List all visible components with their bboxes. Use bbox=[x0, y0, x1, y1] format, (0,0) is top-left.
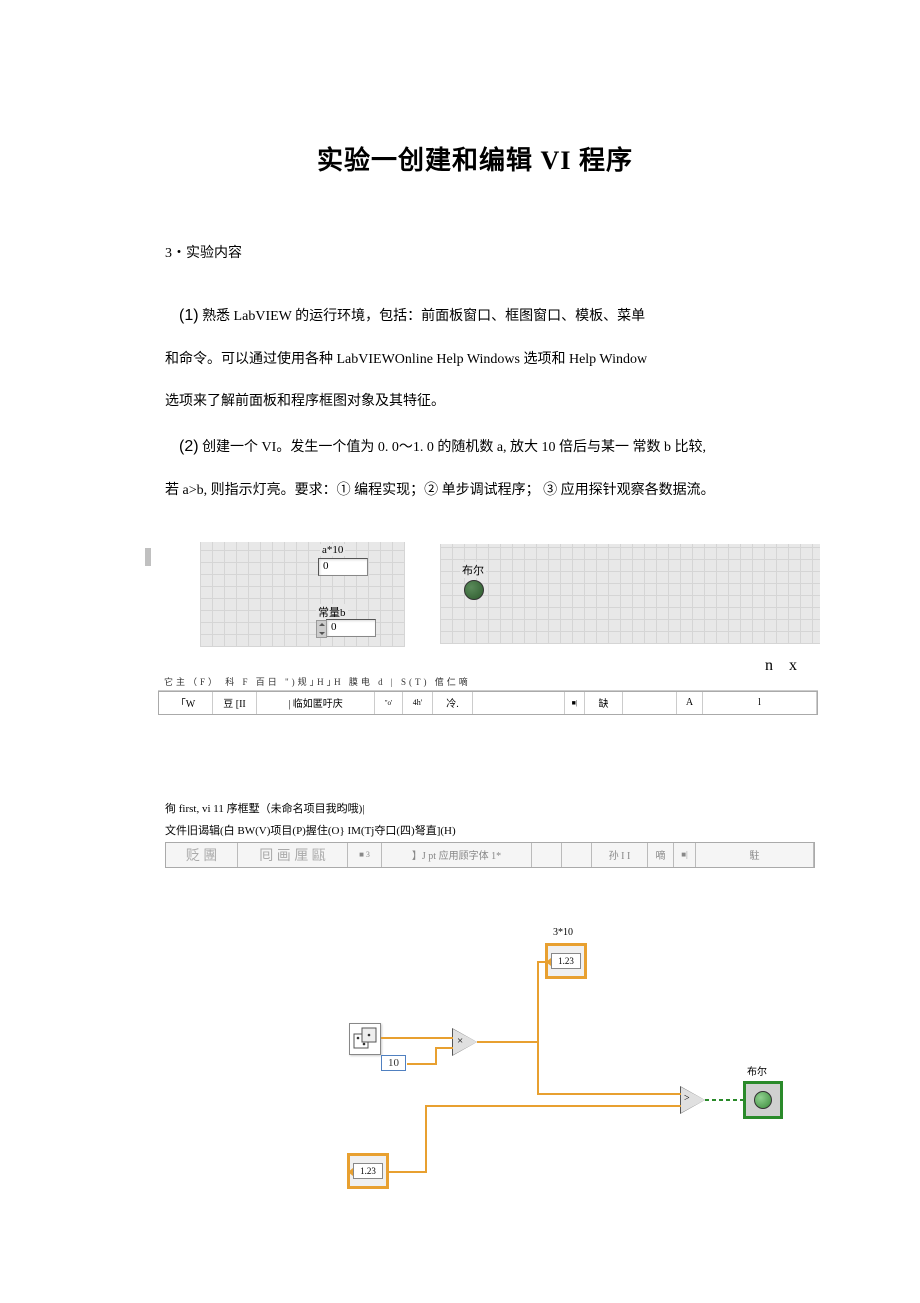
block-diagram: 3*10 1.23 10 × > bbox=[335, 943, 795, 1203]
a10-terminal[interactable]: 1.23 bbox=[545, 943, 587, 979]
random-number-node[interactable] bbox=[349, 1023, 381, 1055]
constb-control[interactable]: 0 bbox=[326, 619, 376, 637]
wire bbox=[477, 1041, 539, 1043]
bd-menu-bar[interactable]: 文件旧谒辑(白 BW(V)项目(P)握住(O} IM(Tj夺口(四)弩直](H) bbox=[165, 822, 785, 838]
bool-terminal[interactable] bbox=[743, 1081, 783, 1119]
bool-led[interactable] bbox=[464, 580, 484, 600]
bd-tb-dot[interactable]: ■| bbox=[674, 843, 696, 867]
constb-value: 0 bbox=[331, 621, 337, 633]
wire bbox=[435, 1047, 453, 1049]
bd-tb-niao[interactable]: 嘀 bbox=[648, 843, 674, 867]
bd-tb-gap2 bbox=[562, 843, 592, 867]
front-panel-left: a*10 0 常量b 0 bbox=[200, 542, 405, 647]
tb-cell-ii[interactable]: 豆 [II bbox=[213, 692, 257, 714]
paragraph-2b: 若 a>b, 则指示灯亮。要求：① 编程实现；② 单步调试程序； ③ 应用探针观… bbox=[165, 472, 785, 510]
front-panel-figure: a*10 0 常量b 0 布尔 n x 它主（F） 科 F 百日 ")规｣H｣H… bbox=[165, 538, 785, 758]
tb-cell-gap2 bbox=[623, 692, 677, 714]
tb-cell-gap1 bbox=[473, 692, 565, 714]
a10-indicator[interactable]: 0 bbox=[318, 558, 368, 576]
dbl-display-1: 1.23 bbox=[551, 953, 581, 969]
bd-tb-zhu[interactable]: 駐 bbox=[696, 843, 814, 867]
tb-cell-que[interactable]: 缺 bbox=[585, 692, 623, 714]
tb-cell-leng[interactable]: 冷. bbox=[433, 692, 473, 714]
para1-text: 熟悉 LabVIEW 的运行环境，包括：前面板窗口、框图窗口、模板、菜单 bbox=[199, 309, 646, 324]
constb-terminal[interactable]: 1.23 bbox=[347, 1153, 389, 1189]
tb-cell-w[interactable]: 「W bbox=[159, 692, 213, 714]
spin-control[interactable] bbox=[316, 620, 327, 638]
item-num-2: (2) bbox=[179, 438, 199, 455]
multiply-node[interactable]: × bbox=[453, 1029, 477, 1055]
tb-cell-o[interactable]: "o' bbox=[375, 692, 403, 714]
cursor-mark bbox=[145, 548, 151, 566]
bd-tb-gap1 bbox=[532, 843, 562, 867]
fp-toolbar: 「W 豆 [II | 临如匿吁庆 "o' 4h' 冷. ■| 缺 A l bbox=[158, 691, 818, 715]
bd-caption: 徇 first, vi 11 序框墅（未命名项目我昀哦)| bbox=[165, 800, 785, 816]
wire-bool bbox=[705, 1099, 743, 1101]
bd-tb-3[interactable]: ■ 3 bbox=[348, 843, 382, 867]
wire bbox=[435, 1047, 437, 1065]
bool-led-icon bbox=[754, 1091, 772, 1109]
wire bbox=[407, 1063, 437, 1065]
paragraph-1: (1) 熟悉 LabVIEW 的运行环境，包括：前面板窗口、框图窗口、模板、菜单 bbox=[165, 294, 785, 337]
bd-tb-icons[interactable]: 囘 画 厘 甌 bbox=[238, 843, 348, 867]
wire bbox=[381, 1037, 453, 1039]
constb-label: 常量b bbox=[316, 604, 348, 620]
tb-cell-dot[interactable]: ■| bbox=[565, 692, 585, 714]
bd-a10-label: 3*10 bbox=[553, 927, 573, 938]
bd-tb-sun[interactable]: 孙 I I bbox=[592, 843, 648, 867]
wire bbox=[537, 1093, 681, 1095]
bd-bool-label: 布尔 bbox=[747, 1063, 767, 1078]
wire bbox=[425, 1105, 681, 1107]
a10-label: a*10 bbox=[320, 544, 345, 556]
block-diagram-header: 徇 first, vi 11 序框墅（未命名项目我昀哦)| 文件旧谒辑(白 BW… bbox=[165, 800, 785, 868]
bd-tb-bian[interactable]: 贬 團 bbox=[166, 843, 238, 867]
section-header: 3・实验内容 bbox=[165, 242, 785, 262]
paragraph-1c: 选项来了解前面板和程序框图对象及其特征。 bbox=[165, 383, 785, 421]
wire bbox=[537, 1041, 539, 1095]
tb-cell-a[interactable]: A bbox=[677, 692, 703, 714]
dbl-display-2: 1.23 bbox=[353, 1163, 383, 1179]
item-num-1: (1) bbox=[179, 307, 199, 324]
front-panel-right: 布尔 bbox=[440, 544, 820, 644]
multiply-icon: × bbox=[457, 1035, 463, 1047]
bd-tb-font[interactable]: 】J pt 应用顾字体 1* bbox=[382, 843, 532, 867]
bd-toolbar: 贬 團 囘 画 厘 甌 ■ 3 】J pt 应用顾字体 1* 孙 I I 嘀 ■… bbox=[165, 842, 815, 868]
compare-node[interactable]: > bbox=[681, 1087, 705, 1113]
compare-icon: > bbox=[684, 1093, 690, 1104]
tb-cell-l[interactable]: l bbox=[703, 692, 817, 714]
wire bbox=[537, 961, 539, 1043]
fp-menu-bar[interactable]: 它主（F） 科 F 百日 ")规｣H｣H 膜电 d | S(T) 倌仁嘀 bbox=[158, 673, 818, 691]
wire bbox=[537, 961, 545, 963]
constant-10[interactable]: 10 bbox=[381, 1055, 406, 1071]
tb-cell-font[interactable]: | 临如匿吁庆 bbox=[257, 692, 375, 714]
wire bbox=[389, 1171, 427, 1173]
paragraph-2: (2) 创建一个 VI。发生一个值为 0. 0〜1. 0 的随机数 a, 放大 … bbox=[165, 425, 785, 468]
paragraph-1b: 和命令。可以通过使用各种 LabVIEWOnline Help Windows … bbox=[165, 341, 785, 379]
nx-text: n x bbox=[765, 657, 803, 675]
bool-label: 布尔 bbox=[460, 562, 486, 578]
dice-icon bbox=[350, 1024, 382, 1056]
para2-text: 创建一个 VI。发生一个值为 0. 0〜1. 0 的随机数 a, 放大 10 倍… bbox=[199, 440, 707, 455]
wire bbox=[425, 1105, 427, 1173]
front-panel-footer: n x 它主（F） 科 F 百日 ")规｣H｣H 膜电 d | S(T) 倌仁嘀… bbox=[158, 673, 818, 715]
doc-title: 实验一创建和编辑 VI 程序 bbox=[165, 140, 785, 177]
tb-cell-4h[interactable]: 4h' bbox=[403, 692, 433, 714]
